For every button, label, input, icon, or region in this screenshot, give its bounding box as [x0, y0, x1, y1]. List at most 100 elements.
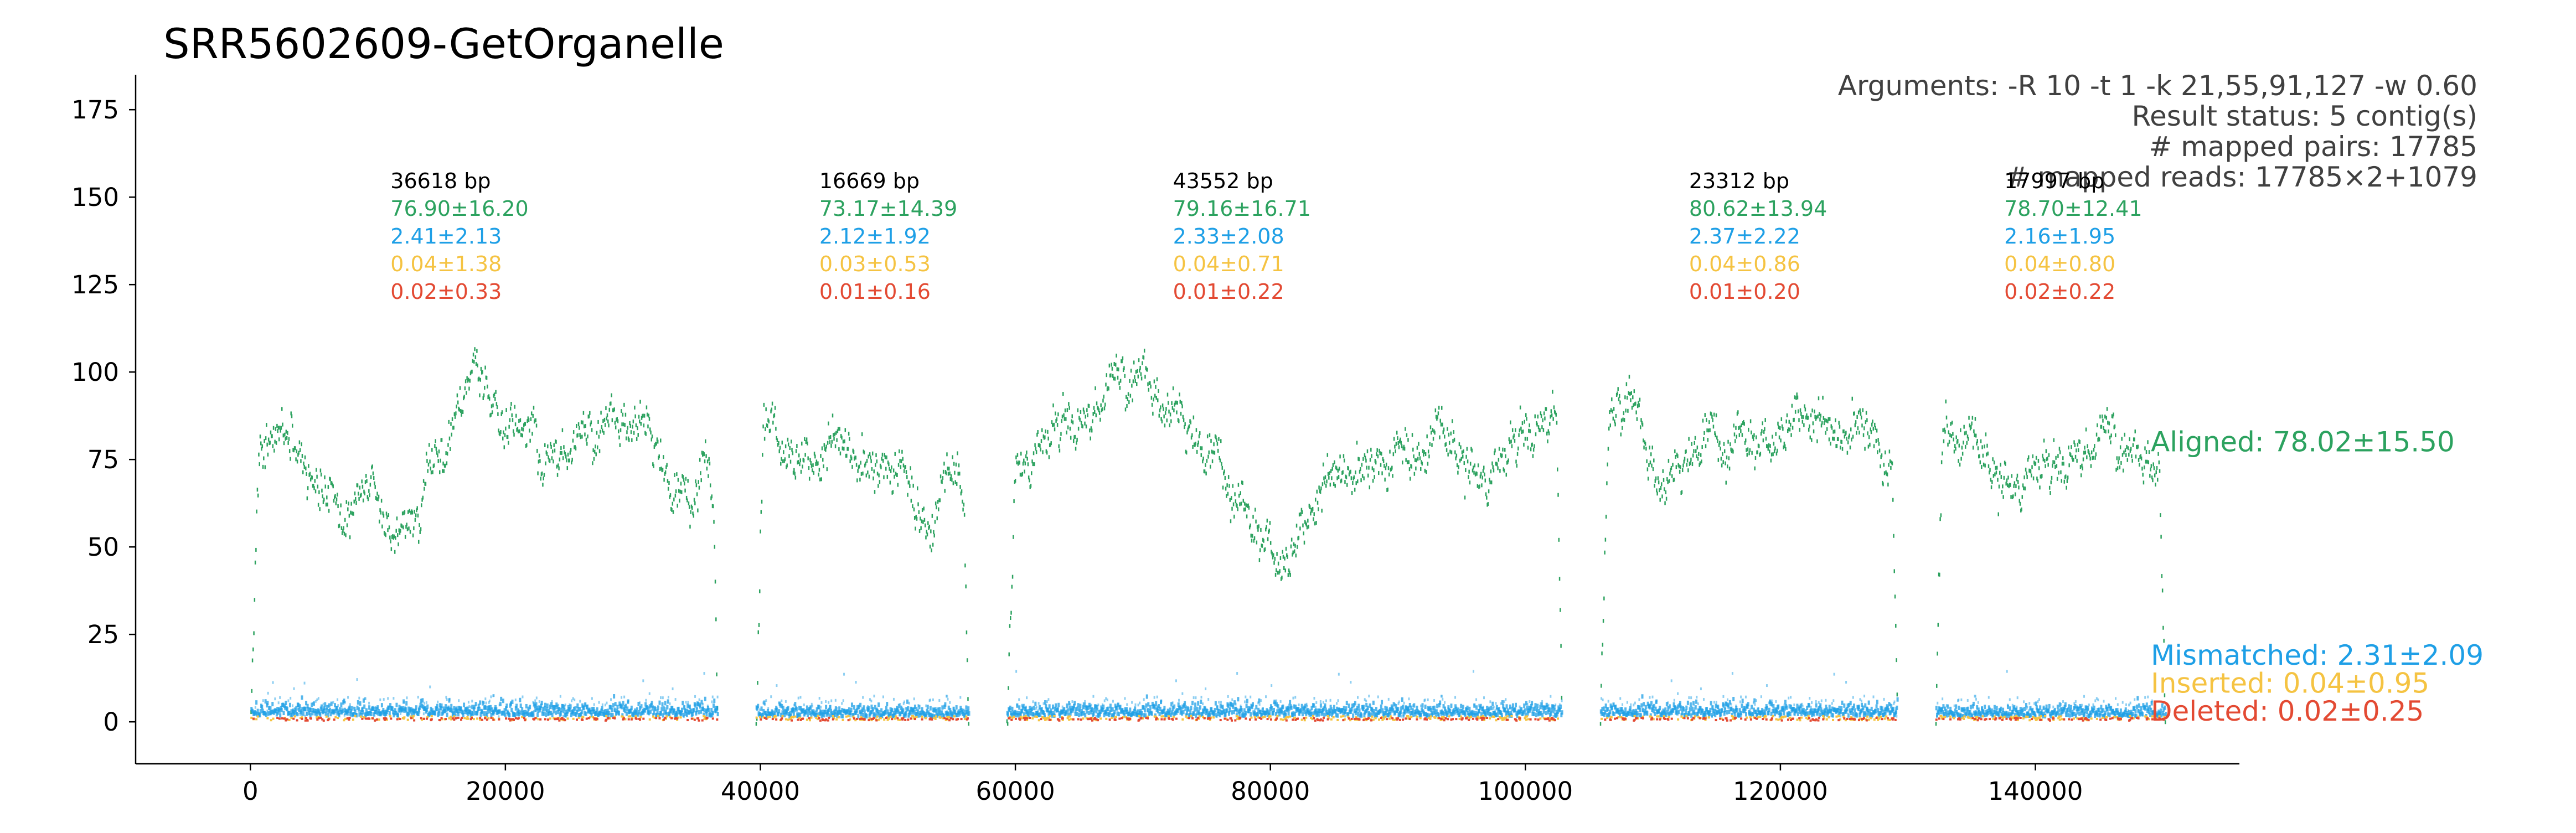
mismatched-point: [1350, 707, 1353, 712]
aligned-point: [1237, 483, 1240, 487]
aligned-point: [1531, 442, 1533, 447]
mismatched-point: [349, 703, 351, 706]
aligned-point: [1685, 449, 1687, 454]
aligned-point: [396, 516, 398, 521]
aligned-point: [2002, 484, 2004, 489]
mismatched-point: [300, 708, 302, 712]
mismatched-point: [1298, 713, 1300, 716]
aligned-point: [1731, 448, 1733, 453]
aligned-point: [1286, 553, 1288, 557]
aligned-point: [551, 456, 553, 461]
mismatched-point: [1329, 705, 1332, 710]
mismatched-point: [1235, 702, 1237, 706]
mismatched-point: [1042, 711, 1045, 716]
aligned-point: [285, 430, 287, 434]
aligned-point: [1503, 467, 1504, 472]
mismatched-point: [424, 701, 426, 705]
aligned-point: [885, 467, 887, 471]
aligned-point: [1381, 452, 1382, 456]
mismatched-point: [772, 710, 775, 715]
aligned-point: [1989, 470, 1990, 475]
aligned-point: [882, 458, 884, 463]
mismatched-point: [1236, 708, 1239, 713]
aligned-point: [1541, 425, 1543, 430]
aligned-point: [1429, 442, 1431, 447]
aligned-point: [947, 466, 948, 470]
mismatched-point: [1305, 702, 1308, 706]
aligned-point: [1439, 418, 1441, 423]
aligned-point: [1978, 454, 1980, 459]
mismatched-point: [471, 700, 473, 703]
aligned-point: [1210, 464, 1211, 469]
mismatched-point: [1450, 712, 1453, 717]
aligned-point: [1326, 479, 1328, 484]
aligned-point: [1953, 437, 1954, 442]
mismatched-point: [1045, 704, 1047, 709]
aligned-point: [485, 375, 487, 380]
mismatched-point: [1028, 715, 1030, 718]
aligned-point: [585, 424, 586, 428]
mismatched-point: [630, 705, 633, 710]
aligned-point: [1885, 470, 1887, 474]
mismatched-point: [962, 712, 964, 717]
aligned-point: [464, 379, 467, 384]
mismatched-point: [760, 713, 762, 718]
mismatched-point: [1423, 712, 1426, 717]
mismatched-point: [1048, 704, 1051, 709]
mismatched-point: [1227, 695, 1229, 698]
aligned-point: [379, 508, 381, 513]
aligned-point: [709, 483, 711, 488]
mismatched-point: [1674, 705, 1677, 710]
mismatched-point: [474, 702, 477, 707]
aligned-point: [1077, 426, 1080, 431]
mismatched-point: [328, 703, 331, 708]
aligned-point: [1738, 433, 1741, 437]
mismatched-point: [467, 707, 469, 711]
aligned-point: [1189, 424, 1190, 428]
aligned-point: [1673, 478, 1675, 482]
mismatched-point: [1609, 710, 1612, 715]
aligned-point: [1367, 473, 1369, 478]
aligned-point: [1489, 478, 1490, 482]
mismatched-point: [1686, 700, 1689, 705]
mismatched-point: [1334, 708, 1337, 713]
aligned-point: [768, 420, 770, 424]
aligned-point: [1839, 425, 1841, 429]
aligned-point: [1435, 415, 1437, 419]
aligned-point: [1226, 483, 1228, 488]
mismatched-point: [1305, 711, 1308, 716]
aligned-point: [1300, 512, 1302, 516]
aligned-point: [1119, 386, 1121, 390]
mismatched-point: [797, 712, 800, 717]
aligned-point: [338, 524, 340, 528]
mismatched-point: [460, 706, 463, 711]
aligned-point: [1257, 527, 1259, 532]
aligned-point: [1959, 462, 1961, 467]
mismatched-point: [1051, 713, 1054, 718]
mismatched-point: [484, 697, 487, 701]
aligned-point: [1214, 451, 1216, 455]
mismatched-point: [1097, 713, 1100, 718]
mismatched-point: [668, 711, 671, 716]
mismatched-point: [600, 708, 603, 713]
mismatched-point: [1006, 712, 1009, 717]
aligned-point: [1496, 462, 1498, 467]
mismatched-point: [674, 698, 677, 701]
mismatched-point: [1054, 706, 1056, 711]
mismatched-point: [1032, 712, 1035, 717]
aligned-point: [1311, 509, 1313, 513]
aligned-point: [378, 494, 380, 499]
mismatched-point: [683, 715, 685, 718]
aligned-point: [2035, 456, 2037, 460]
mismatched-point: [368, 701, 370, 705]
aligned-point: [1305, 522, 1308, 527]
aligned-point: [595, 444, 596, 449]
aligned-point: [910, 466, 911, 470]
mismatched-point: [580, 712, 582, 717]
aligned-point: [1185, 451, 1188, 455]
mismatched-point: [325, 708, 328, 713]
mismatched-point: [885, 706, 888, 711]
mismatched-point: [789, 714, 792, 717]
aligned-point: [1670, 468, 1671, 472]
aligned-point: [1061, 419, 1062, 423]
